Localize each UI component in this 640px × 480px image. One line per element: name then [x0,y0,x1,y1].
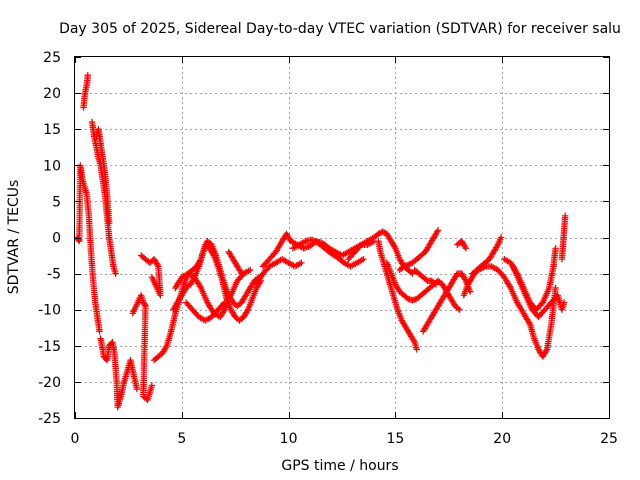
data-point [298,259,305,266]
grid-lines [75,57,609,418]
data-point [413,346,420,353]
y-tick-label: 15 [43,122,61,138]
y-tick-label: 10 [43,158,61,174]
data-point [133,385,141,393]
data-point [552,284,559,292]
data-point [410,337,417,344]
data-point [148,382,156,389]
data-point [434,228,441,235]
series-track-6 [129,292,156,404]
x-tick-label: 5 [177,431,186,447]
data-point [162,344,170,351]
data-point [493,243,501,250]
data-point [432,281,440,288]
y-tick-label: -20 [38,375,61,391]
data-point [75,236,82,244]
series-track-16 [345,228,416,277]
x-tick-label: 10 [280,431,298,447]
y-tick-label: -5 [47,267,61,283]
data-point [375,230,382,238]
y-tick-label: -10 [38,303,61,319]
series-track-13 [253,256,305,288]
data-points [73,71,569,411]
data-point [506,283,513,290]
series-track-1 [73,162,103,335]
data-point [379,228,386,235]
data-point [220,300,227,308]
series-track-2 [80,71,91,111]
series-track-5 [97,335,141,411]
data-point [148,274,156,281]
data-point [247,266,254,274]
plot-frame [74,56,610,419]
x-axis-label: GPS time / hours [281,458,398,474]
series-track-26 [509,263,568,321]
data-point [237,269,244,276]
data-point [112,270,119,277]
y-tick-label: -25 [38,411,61,427]
series-track-3 [88,118,119,277]
series-track-20 [411,266,440,288]
y-axis-label: SDTVAR / TECUs [6,180,22,295]
x-tick-label: 0 [71,431,80,447]
data-point [461,243,469,251]
data-point [406,261,413,268]
data-point [196,283,204,290]
y-tick-label: -15 [38,339,61,355]
x-tick-label: 20 [493,431,511,447]
series-track-11 [182,299,228,324]
y-tick-label: 25 [43,50,61,66]
series-track-22 [454,237,470,252]
series-track-18 [383,259,463,313]
data-point [96,328,103,335]
y-tick-label: 0 [52,231,61,247]
data-point [543,347,550,355]
y-tick-label: 20 [43,86,61,102]
data-point [422,276,430,283]
series-track-15 [289,236,367,270]
data-point [552,245,559,252]
data-point [221,299,228,306]
data-point [456,306,463,313]
data-point [525,319,533,326]
y-tick-label: 5 [52,194,61,210]
series-track-12 [225,248,245,277]
series-track-7 [138,252,164,299]
series-track-14 [259,230,378,270]
data-point [454,305,462,312]
data-point [497,234,505,241]
data-point [562,212,569,219]
series-track-24 [469,263,559,360]
data-point [154,261,161,269]
data-point [244,307,251,315]
data-point [431,280,438,287]
series-track-27 [558,212,569,263]
data-point [380,229,388,236]
data-point [106,219,113,227]
axis-ticks: 0 5 10 15 20 25 -25 -20 -15 -10 -5 0 5 10 15 20 25 [38,50,618,447]
series-track-19 [396,227,442,274]
data-point [462,245,470,252]
data-point [407,269,415,276]
chart-title: Day 305 of 2025, Sidereal Day-to-day VTE… [59,21,621,37]
series-track-4 [93,126,113,227]
data-point [405,261,412,269]
data-point [360,256,367,263]
data-point [409,270,416,277]
data-point [84,71,91,79]
x-tick-label: 25 [600,431,618,447]
data-point [376,230,383,237]
x-tick-label: 15 [386,431,404,447]
data-point [560,299,568,306]
data-point [238,270,245,277]
data-point [434,227,442,234]
